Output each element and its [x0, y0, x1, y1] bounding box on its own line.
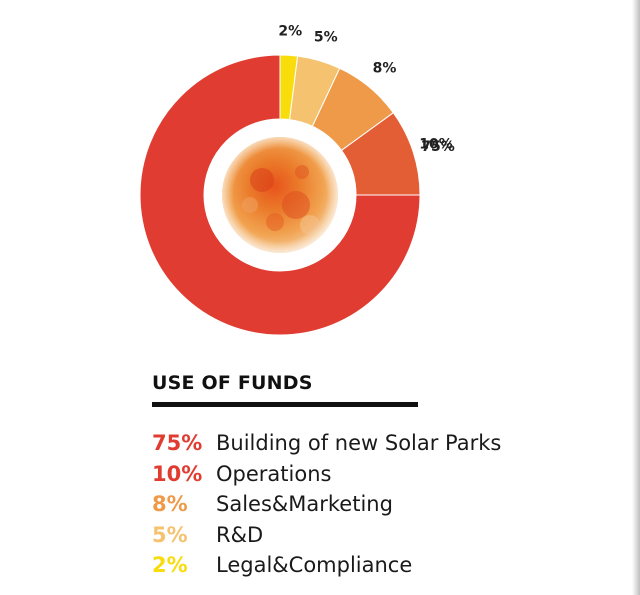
slice-data-label: 8%	[373, 61, 397, 77]
slice-data-label: 75%	[421, 139, 455, 155]
legend-label: R&D	[216, 522, 264, 547]
slice-data-label: 2%	[278, 23, 302, 39]
legend-item: 75% Building of new Solar Parks	[152, 428, 501, 459]
legend-item: 2% Legal&Compliance	[152, 550, 501, 581]
donut-chart: 75% 10% 8% 5% 2%	[139, 23, 455, 336]
legend-label: Sales&Marketing	[216, 492, 393, 517]
legend-percent: 10%	[152, 461, 203, 486]
legend-list: 75% Building of new Solar Parks 10% Oper…	[152, 428, 501, 581]
legend-title: USE OF FUNDS	[152, 372, 313, 394]
legend-label: Legal&Compliance	[216, 553, 413, 578]
legend-label: Building of new Solar Parks	[216, 431, 502, 456]
sun-icon	[222, 137, 338, 253]
legend-percent: 2%	[152, 553, 188, 578]
donut-chart-svg: 75%10% 8% 5% 2%	[139, 23, 455, 336]
legend-item: 5% R&D	[152, 520, 501, 551]
legend-label: Operations	[216, 461, 332, 486]
legend-item: 8% Sales&Marketing	[152, 489, 501, 520]
scroll-edge	[632, 0, 640, 595]
legend-percent: 8%	[152, 492, 188, 517]
legend-underline	[152, 402, 418, 407]
legend-percent: 5%	[152, 522, 188, 547]
slice-data-label: 10%	[419, 136, 453, 152]
slice-data-label: 5%	[314, 30, 338, 46]
legend-percent: 75%	[152, 431, 203, 456]
legend-item: 10% Operations	[152, 459, 501, 490]
